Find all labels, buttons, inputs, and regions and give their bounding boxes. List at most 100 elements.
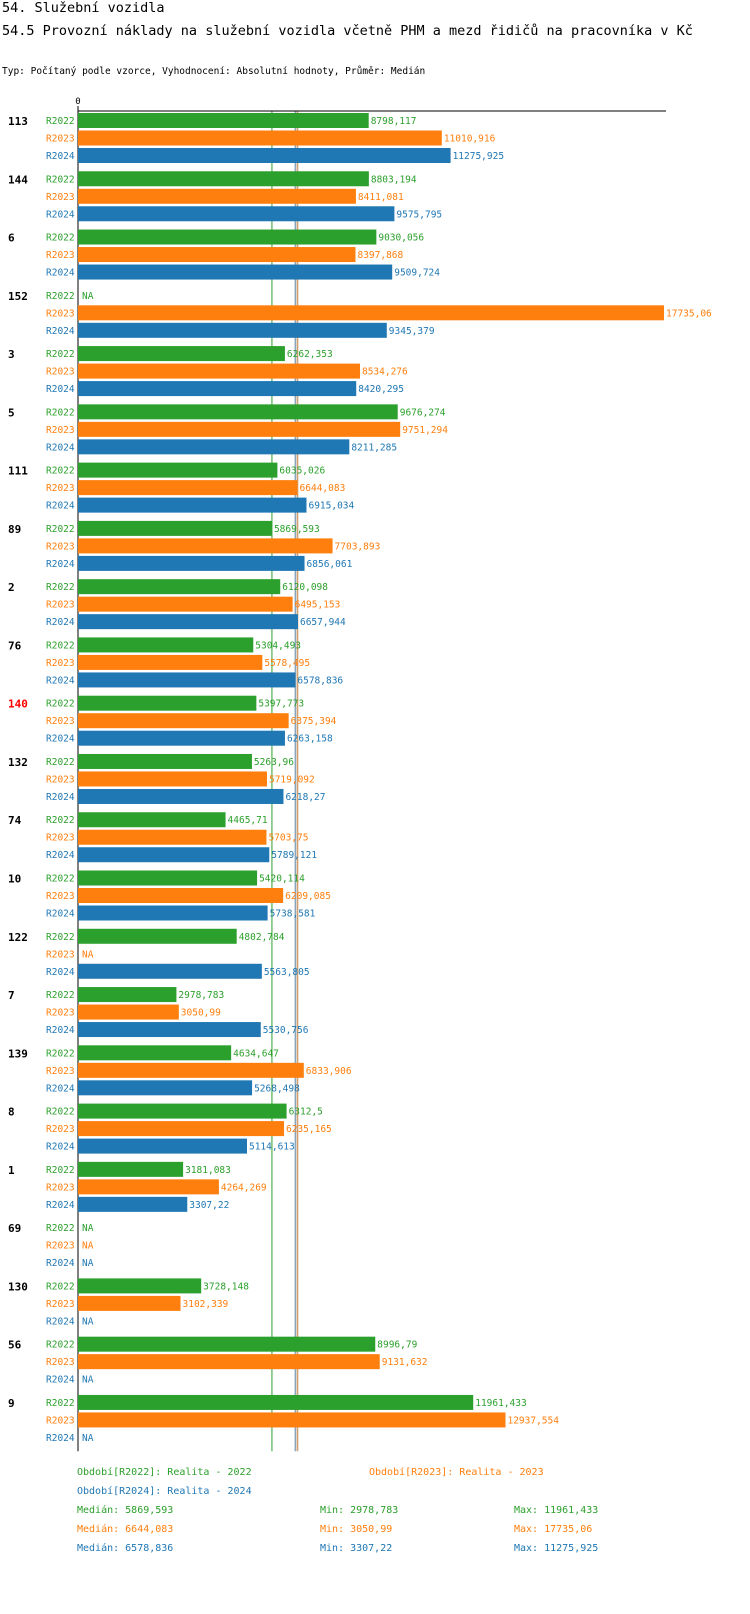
series-label-r2022-122: R2022 xyxy=(46,932,75,943)
category-label-3: 3 xyxy=(8,348,15,361)
series-label-r2022-3: R2022 xyxy=(46,349,75,360)
series-label-r2022-2: R2022 xyxy=(46,582,75,593)
data-label-r2024-132: 6218,27 xyxy=(285,792,325,803)
series-label-r2024-144: R2024 xyxy=(46,209,75,220)
bar-r2022-113 xyxy=(78,113,369,128)
series-label-r2023-140: R2023 xyxy=(46,716,75,727)
na-label-r2023-69: NA xyxy=(82,1241,94,1252)
series-label-r2024-5: R2024 xyxy=(46,442,75,453)
series-label-r2022-56: R2022 xyxy=(46,1340,75,1351)
series-label-r2024-122: R2024 xyxy=(46,967,75,978)
bar-r2022-76 xyxy=(78,637,254,653)
bar-r2023-10 xyxy=(78,888,284,904)
series-label-r2022-113: R2022 xyxy=(46,116,75,127)
bar-r2023-9 xyxy=(78,1412,506,1428)
series-label-r2024-6: R2024 xyxy=(46,268,75,279)
data-label-r2024-122: 5563,805 xyxy=(264,967,310,978)
bar-r2022-140 xyxy=(78,695,257,711)
data-label-r2024-152: 9345,379 xyxy=(389,326,435,337)
series-label-r2024-130: R2024 xyxy=(46,1316,75,1327)
bar-r2023-1 xyxy=(78,1179,219,1195)
category-label-144: 144 xyxy=(8,173,28,186)
series-label-r2024-111: R2024 xyxy=(46,501,75,512)
series-label-r2022-5: R2022 xyxy=(46,407,75,418)
series-label-r2023-74: R2023 xyxy=(46,833,75,844)
na-label-r2024-130: NA xyxy=(82,1316,94,1327)
series-label-r2023-132: R2023 xyxy=(46,774,75,785)
data-label-r2023-130: 3102,339 xyxy=(183,1299,229,1310)
series-label-r2022-130: R2022 xyxy=(46,1281,75,1292)
series-label-r2024-10: R2024 xyxy=(46,909,75,920)
series-label-r2023-1: R2023 xyxy=(46,1182,75,1193)
bar-r2024-139 xyxy=(78,1080,253,1096)
data-label-r2022-1: 3181,083 xyxy=(185,1165,231,1176)
bar-r2022-5 xyxy=(78,404,398,420)
data-label-r2022-9: 11961,433 xyxy=(475,1398,526,1409)
series-label-r2023-113: R2023 xyxy=(46,134,75,145)
category-label-5: 5 xyxy=(8,406,15,419)
series-label-r2024-69: R2024 xyxy=(46,1258,75,1269)
data-label-r2023-10: 6209,085 xyxy=(285,891,331,902)
series-label-r2024-74: R2024 xyxy=(46,850,75,861)
data-label-r2024-10: 5738,581 xyxy=(270,909,316,920)
category-label-140: 140 xyxy=(8,698,28,711)
bar-r2024-8 xyxy=(78,1138,247,1154)
category-label-122: 122 xyxy=(8,931,28,944)
series-label-r2024-132: R2024 xyxy=(46,792,75,803)
data-label-r2022-89: 5869,593 xyxy=(274,524,320,535)
series-label-r2024-152: R2024 xyxy=(46,326,75,337)
bar-r2023-56 xyxy=(78,1354,380,1370)
data-label-r2022-7: 2978,783 xyxy=(178,990,224,1001)
bar-r2023-111 xyxy=(78,480,298,496)
bar-r2024-111 xyxy=(78,497,307,513)
series-label-r2022-1: R2022 xyxy=(46,1165,75,1176)
data-label-r2023-2: 6495,153 xyxy=(295,600,341,611)
na-label-r2024-56: NA xyxy=(82,1375,94,1386)
bar-r2023-7 xyxy=(78,1004,179,1020)
series-label-r2022-76: R2022 xyxy=(46,640,75,651)
category-label-130: 130 xyxy=(8,1280,28,1293)
category-label-69: 69 xyxy=(8,1222,21,1235)
data-label-r2022-6: 9030,056 xyxy=(378,233,424,244)
data-label-r2022-3: 6262,353 xyxy=(287,349,333,360)
data-label-r2024-6: 9509,724 xyxy=(394,268,440,279)
bar-r2024-122 xyxy=(78,963,262,979)
series-label-r2022-139: R2022 xyxy=(46,1048,75,1059)
bar-r2023-140 xyxy=(78,713,289,729)
category-label-56: 56 xyxy=(8,1339,22,1352)
data-label-r2022-122: 4802,784 xyxy=(239,932,285,943)
category-label-74: 74 xyxy=(8,814,22,827)
legend-period-r2024: Období[R2024]: Realita - 2024 xyxy=(77,1486,252,1497)
bar-r2022-2 xyxy=(78,579,281,595)
data-label-r2022-10: 5420,114 xyxy=(259,874,305,885)
series-label-r2023-5: R2023 xyxy=(46,425,75,436)
category-label-139: 139 xyxy=(8,1047,28,1060)
data-label-r2022-144: 8803,194 xyxy=(371,174,417,185)
series-label-r2022-74: R2022 xyxy=(46,815,75,826)
data-label-r2024-7: 5530,756 xyxy=(263,1025,309,1036)
category-label-6: 6 xyxy=(8,232,15,245)
data-label-r2024-5: 8211,285 xyxy=(351,442,397,453)
bar-r2024-74 xyxy=(78,847,270,863)
bar-r2022-7 xyxy=(78,987,177,1003)
series-label-r2023-3: R2023 xyxy=(46,367,75,378)
data-label-r2022-113: 8798,117 xyxy=(371,116,417,127)
data-label-r2022-2: 6120,098 xyxy=(282,582,328,593)
data-label-r2023-5: 9751,294 xyxy=(402,425,448,436)
data-label-r2022-140: 5397,773 xyxy=(258,699,304,710)
legend-min-r2023: Min: 3050,99 xyxy=(320,1524,393,1535)
legend-median-r2024: Medián: 6578,836 xyxy=(77,1543,174,1554)
bar-r2024-2 xyxy=(78,614,298,630)
category-label-152: 152 xyxy=(8,290,28,303)
na-label-r2022-69: NA xyxy=(82,1223,94,1234)
series-label-r2024-140: R2024 xyxy=(46,734,75,745)
bar-r2022-111 xyxy=(78,462,278,478)
data-label-r2023-6: 8397,868 xyxy=(357,250,403,261)
series-label-r2023-111: R2023 xyxy=(46,483,75,494)
series-label-r2023-6: R2023 xyxy=(46,250,75,261)
data-label-r2022-76: 5304,493 xyxy=(255,640,301,651)
series-label-r2024-2: R2024 xyxy=(46,617,75,628)
data-label-r2022-132: 5263,96 xyxy=(254,757,294,768)
bar-r2024-152 xyxy=(78,322,387,338)
